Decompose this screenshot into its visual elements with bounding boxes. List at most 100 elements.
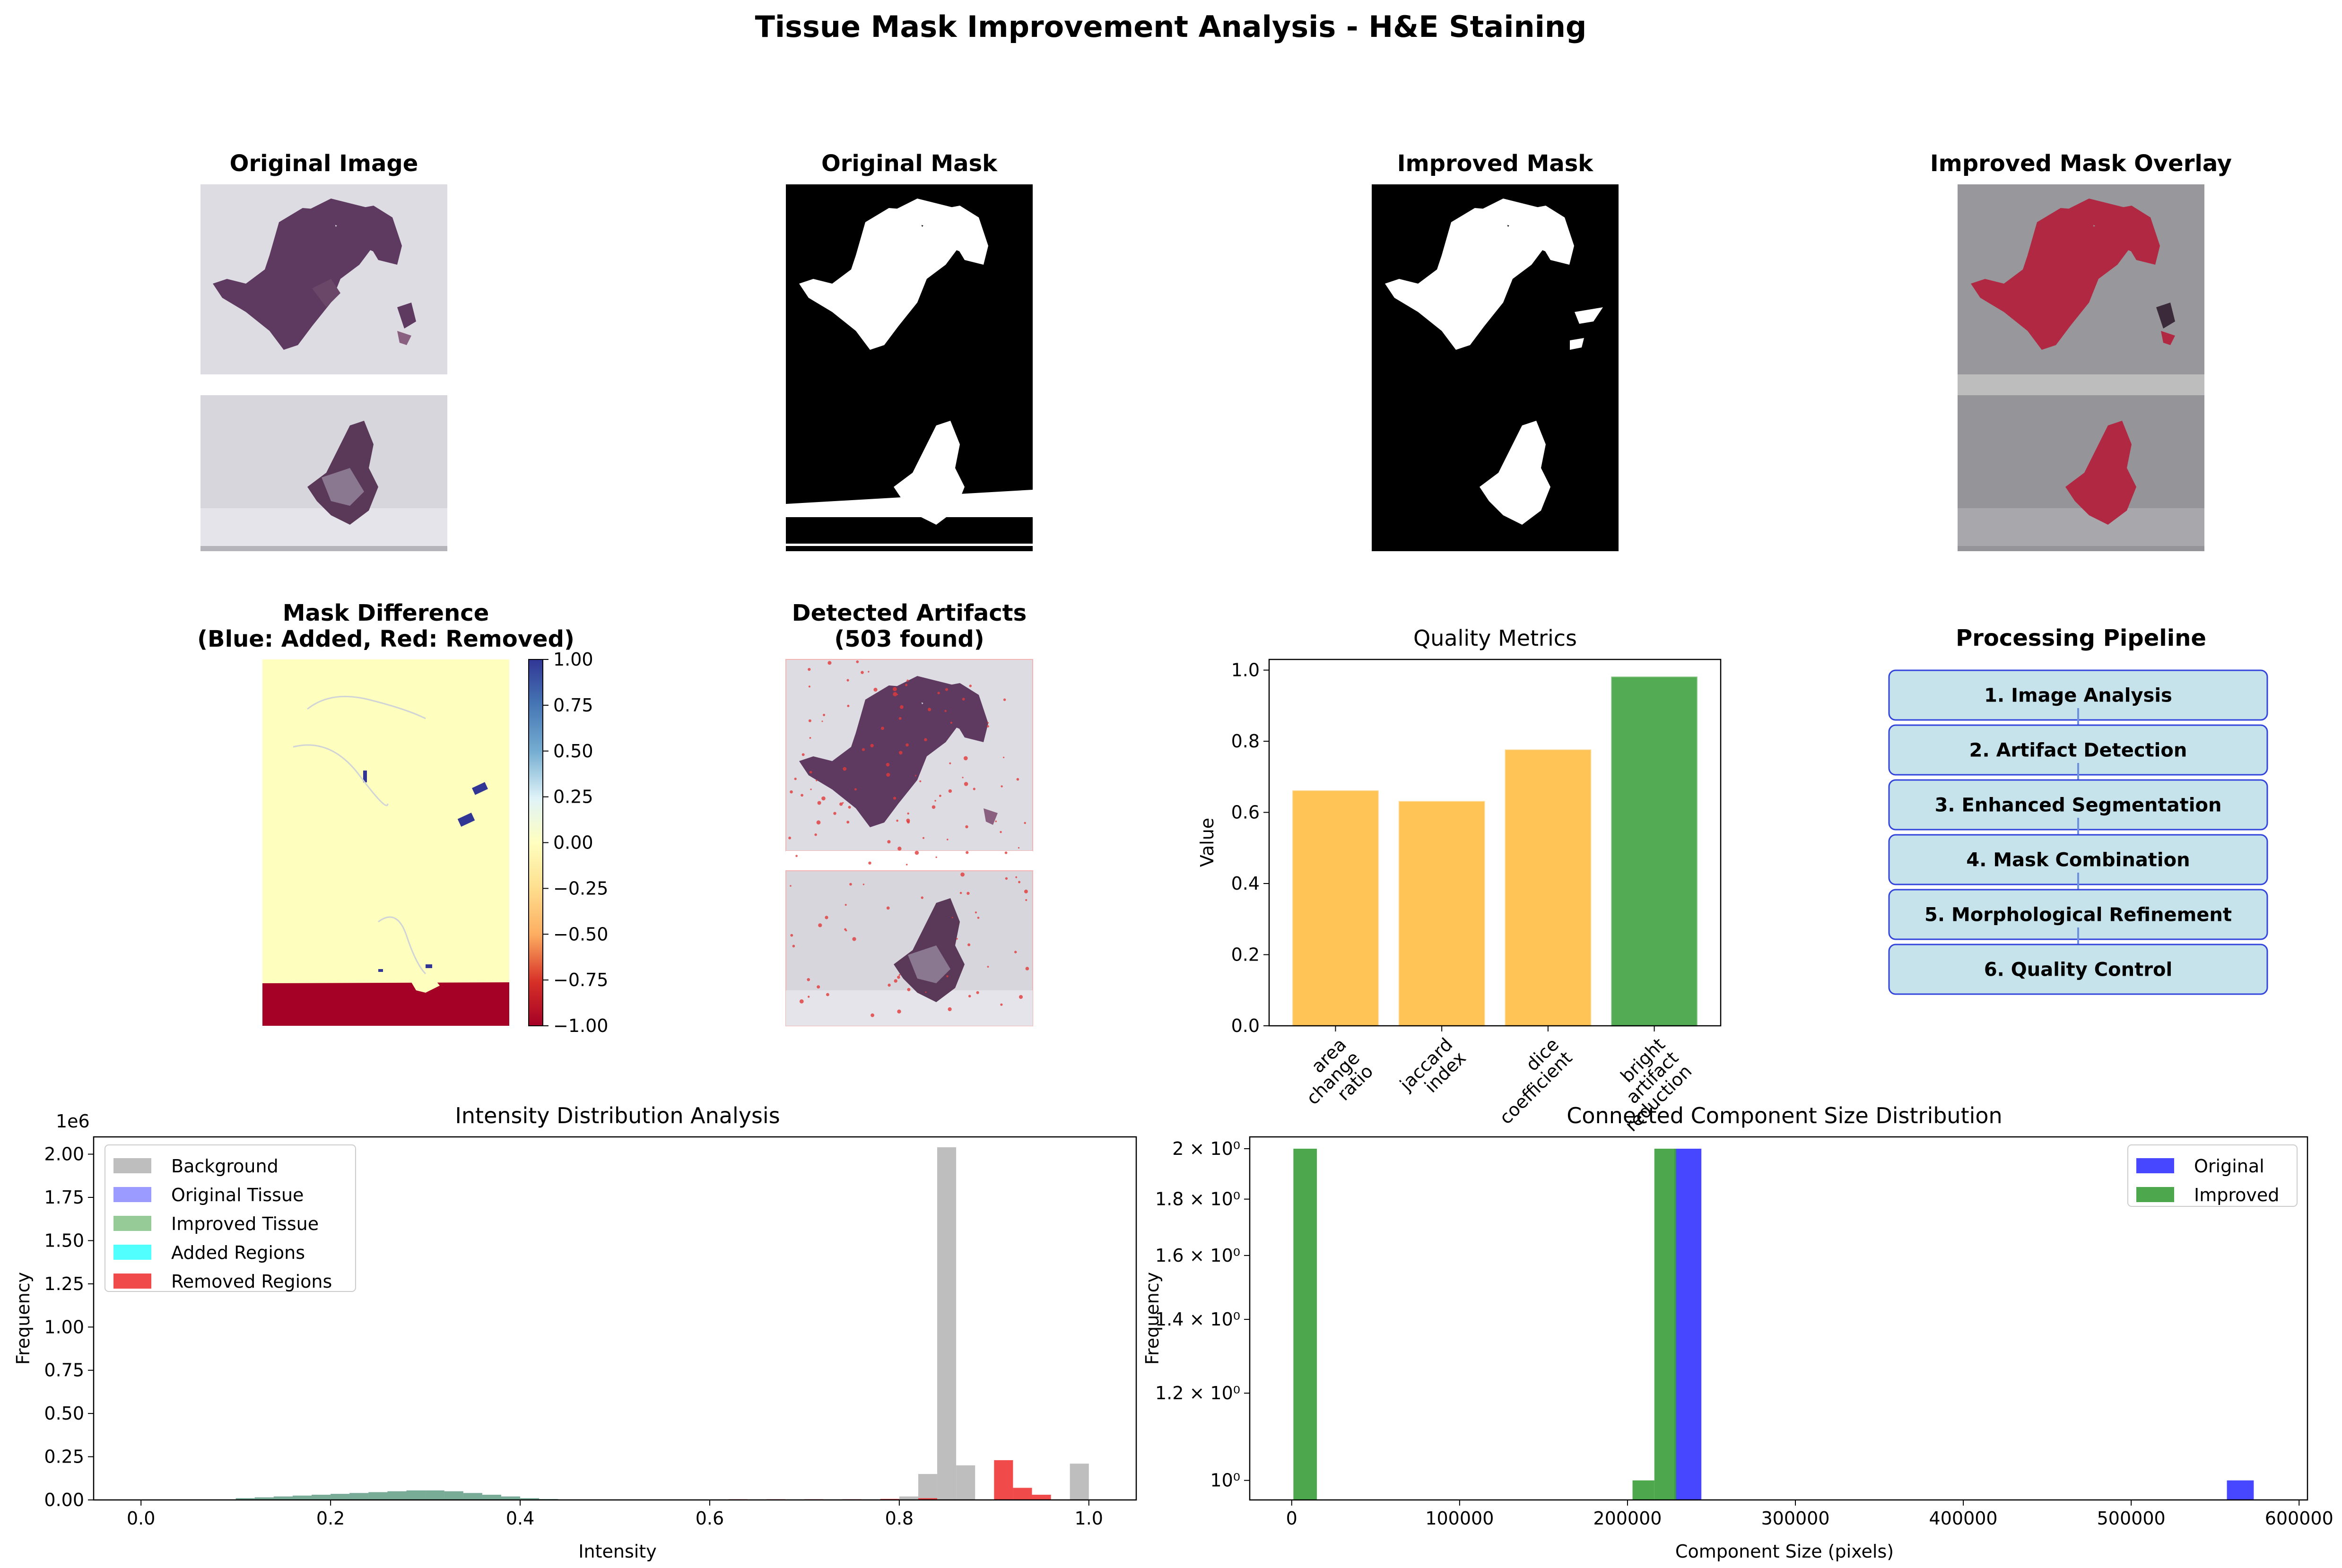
x-tick-label: 400000 (1929, 1508, 1998, 1529)
y-tick-label: 0.2 (1231, 944, 1260, 965)
artifact-marker (1019, 995, 1023, 999)
improved-mask-panel: Improved Mask (1372, 150, 1619, 551)
figure-title: Tissue Mask Improvement Analysis - H&E S… (755, 9, 1587, 44)
artifact-marker (905, 743, 909, 747)
x-tick-label: 0.6 (696, 1508, 724, 1529)
artifact-marker (854, 788, 857, 791)
pipeline-step-label: 4. Mask Combination (1966, 849, 2190, 871)
x-tick-label: 1.0 (1075, 1508, 1103, 1529)
artifact-marker (1000, 831, 1002, 833)
colorbar-tick-label: −0.25 (553, 878, 608, 899)
metric-bar (1398, 801, 1485, 1027)
legend-label: Removed Regions (171, 1271, 332, 1292)
histogram-bin (312, 1495, 331, 1500)
artifact-marker (788, 836, 791, 840)
y-tick-label: 1.75 (44, 1187, 84, 1208)
artifact-marker (987, 966, 989, 968)
x-tick-label: 0.8 (885, 1508, 914, 1529)
legend-label: Original (2194, 1156, 2264, 1177)
quality-metrics-plot: areachangeratio jaccardindex dicecoefficie… (1231, 660, 1698, 1135)
artifact-marker (1018, 881, 1021, 884)
artifact-marker (907, 988, 911, 991)
component-title: Connected Component Size Distribution (1567, 1103, 2002, 1128)
colorbar-tick-label: 0.00 (553, 832, 593, 853)
artifact-marker (821, 720, 823, 722)
legend-label: Background (171, 1156, 279, 1177)
intensity-plot: 0.0 0.2 0.4 0.6 0.8 1.0 0.00 0.25 0.50 0.75 1.00 1.… (44, 1144, 1103, 1529)
pipeline-steps: 1. Image Analysis 2. Artifact Detection 3.… (1888, 669, 2268, 995)
x-tick-label: areachangeratio (1289, 1034, 1377, 1122)
y-tick-label: 1.00 (44, 1317, 84, 1337)
x-tick-label: 0 (1286, 1508, 1297, 1529)
artifact-marker (849, 883, 852, 886)
artifact-marker (937, 692, 940, 694)
artifact-marker (873, 687, 878, 692)
artifact-marker (893, 692, 897, 696)
colorbar-tick-label: −0.50 (553, 924, 608, 944)
artifact-marker (1024, 889, 1028, 893)
colorbar-ticks: 1.00 0.75 0.50 0.25 0.00 −0.25 −0.50 −0.75 −1.00 (543, 649, 608, 1036)
artifacts-title-2: (503 found) (834, 626, 984, 652)
legend-label: Improved Tissue (171, 1213, 319, 1234)
legend-swatch (2136, 1187, 2174, 1202)
artifact-marker (905, 684, 908, 686)
artifact-marker (814, 833, 817, 836)
x-tick-label: 300000 (1761, 1508, 1829, 1529)
artifact-marker (925, 991, 927, 993)
artifact-marker (868, 861, 871, 865)
artifact-marker (790, 790, 793, 794)
artifact-marker (995, 820, 997, 823)
x-tick-label: 0.0 (127, 1508, 155, 1529)
artifact-marker (893, 797, 897, 800)
histogram-bin (331, 1494, 350, 1500)
histogram-bin (899, 1496, 918, 1500)
artifact-marker (966, 892, 970, 895)
artifact-marker (825, 916, 828, 919)
legend-swatch (113, 1245, 151, 1260)
artifact-marker (823, 714, 826, 716)
artifact-marker (817, 985, 820, 989)
y-tick-label: 1.25 (44, 1273, 84, 1294)
artifact-marker (809, 737, 811, 739)
histogram-bin (292, 1495, 312, 1500)
x-tick-label: 0.2 (316, 1508, 345, 1529)
artifact-marker (816, 780, 818, 781)
artifact-marker (862, 884, 865, 885)
y-tick-label: 2.00 (44, 1144, 84, 1165)
artifact-marker (907, 812, 909, 815)
artifact-marker (846, 679, 849, 682)
intensity-title: Intensity Distribution Analysis (455, 1103, 780, 1128)
artifact-marker (932, 805, 936, 809)
artifact-marker (1015, 876, 1018, 878)
artifact-marker (845, 904, 847, 906)
artifact-marker (1016, 778, 1019, 781)
artifact-marker (897, 976, 900, 979)
artifact-marker (808, 685, 810, 688)
y-tick-label: 1.2 × 10⁰ (1155, 1383, 1240, 1403)
artifact-marker (842, 802, 844, 804)
histogram-bin (956, 1465, 975, 1500)
artifact-marker (894, 979, 897, 983)
y-tick-label: 0.0 (1231, 1015, 1260, 1036)
component-ylabel: Frequency (1142, 1272, 1163, 1365)
artifact-marker (935, 856, 937, 858)
artifact-marker (987, 722, 989, 724)
intensity-xlabel: Intensity (578, 1541, 656, 1562)
legend-swatch (2136, 1158, 2174, 1173)
artifact-marker (905, 864, 908, 866)
intensity-panel: Intensity Distribution Analysis 1e6 0.0 0… (13, 1103, 1137, 1562)
artifact-marker (892, 687, 897, 692)
legend-swatch (113, 1187, 151, 1202)
artifact-marker (817, 801, 821, 805)
quality-metrics-panel: Quality Metrics areachangeratio jaccardin… (1197, 625, 1722, 1135)
artifact-marker (897, 1009, 901, 1014)
original-image-panel: Original Image (200, 150, 447, 551)
artifact-marker (827, 661, 832, 665)
quality-metrics-ylabel: Value (1197, 818, 1218, 867)
artifact-marker (934, 800, 936, 802)
artifact-marker (871, 1013, 874, 1017)
y-tick-label: 1.50 (44, 1230, 84, 1251)
component-panel: Connected Component Size Distribution 0 1… (1142, 1103, 2333, 1562)
component-bin (1293, 1148, 1317, 1500)
x-tick-label: 500000 (2097, 1508, 2166, 1529)
